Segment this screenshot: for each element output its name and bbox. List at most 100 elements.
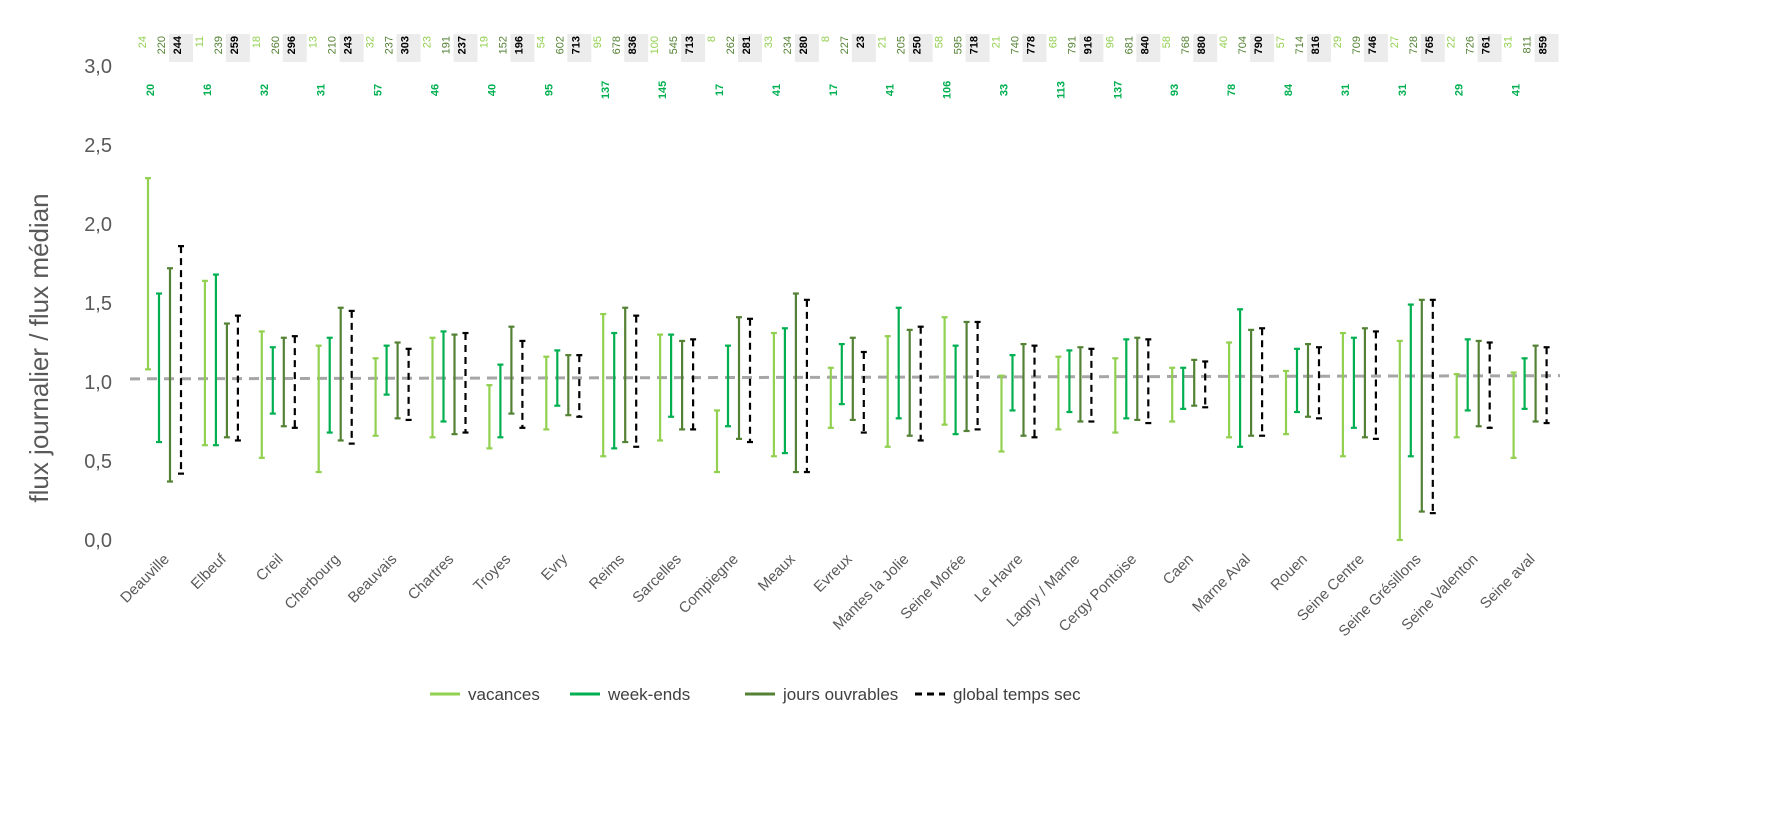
weekend-count-label: 145 <box>657 81 669 99</box>
weekend-count-label: 113 <box>1055 81 1067 99</box>
weekend-count-label: 32 <box>259 84 271 96</box>
count-label: 40 <box>1218 36 1230 48</box>
count-label: 8 <box>706 36 718 42</box>
count-box <box>1420 34 1445 62</box>
count-box <box>510 34 535 62</box>
y-tick-label: 1,0 <box>84 372 112 394</box>
count-label: 32 <box>365 36 377 48</box>
count-label: 237 <box>384 36 396 54</box>
weekend-count-label: 31 <box>1397 84 1409 96</box>
count-box <box>794 34 819 62</box>
count-box <box>851 34 876 62</box>
count-label: 191 <box>441 36 453 54</box>
count-label: 24 <box>137 36 149 48</box>
count-label: 713 <box>570 36 582 54</box>
error-bars <box>145 177 1550 542</box>
count-box <box>965 34 990 62</box>
count-label: 790 <box>1253 36 1265 54</box>
y-tick-label: 2,5 <box>84 135 112 157</box>
y-axis: 0,0 0,5 1,0 1,5 2,0 2,5 3,0 <box>84 56 112 552</box>
count-label: 816 <box>1310 36 1322 54</box>
weekend-count-label: 29 <box>1454 84 1466 96</box>
sample-count-labels: 24 220 244 20 11 239 259 16 18 260 296 32 13 210 243 31… <box>137 34 1559 99</box>
weekend-count-label: 93 <box>1169 84 1181 96</box>
weekend-count-label: 57 <box>373 84 385 96</box>
legend-label: jours ouvrables <box>782 685 898 704</box>
count-label: 811 <box>1522 36 1534 54</box>
count-label: 713 <box>684 36 696 54</box>
count-label: 96 <box>1104 36 1116 48</box>
count-box <box>1250 34 1275 62</box>
count-box <box>738 34 762 62</box>
count-label: 21 <box>877 36 889 48</box>
count-box <box>1363 34 1388 62</box>
weekend-count-label: 17 <box>828 84 840 96</box>
count-label: 22 <box>1446 36 1458 48</box>
count-label: 210 <box>327 36 339 54</box>
count-label: 303 <box>400 36 412 54</box>
x-tick-label: Meaux <box>755 550 799 594</box>
count-label: 11 <box>194 36 206 47</box>
count-label: 23 <box>422 36 434 48</box>
count-box <box>1307 34 1331 62</box>
count-box <box>1079 34 1104 62</box>
y-tick-label: 3,0 <box>84 56 112 78</box>
count-label: 840 <box>1139 36 1151 54</box>
count-box <box>624 34 649 62</box>
weekend-count-label: 41 <box>1511 84 1523 96</box>
weekend-count-label: 16 <box>202 84 214 96</box>
weekend-count-label: 137 <box>1112 81 1124 99</box>
count-box <box>1136 34 1161 62</box>
weekend-count-label: 84 <box>1283 83 1295 96</box>
x-tick-label: Creil <box>253 551 287 585</box>
weekend-count-label: 106 <box>942 81 954 99</box>
weekend-count-label: 33 <box>999 84 1011 96</box>
x-tick-label: Elbeuf <box>188 550 231 593</box>
count-label: 205 <box>896 36 908 54</box>
count-box <box>282 34 307 62</box>
y-tick-label: 0,0 <box>84 530 112 552</box>
count-label: 595 <box>953 36 965 54</box>
count-label: 58 <box>934 36 946 48</box>
count-label: 244 <box>172 35 184 54</box>
x-tick-label: Seine aval <box>1477 551 1539 613</box>
count-label: 714 <box>1294 36 1306 54</box>
count-label: 718 <box>969 36 981 54</box>
count-box <box>567 34 592 62</box>
count-label: 243 <box>343 36 355 54</box>
count-label: 152 <box>497 36 509 54</box>
median-reference-line <box>129 374 1561 381</box>
count-label: 859 <box>1538 36 1550 54</box>
count-label: 227 <box>839 36 851 54</box>
median-line <box>129 374 1561 381</box>
count-box <box>1022 34 1047 62</box>
count-box <box>339 34 364 62</box>
count-label: 916 <box>1082 36 1094 54</box>
count-label: 768 <box>1180 36 1192 54</box>
count-label: 220 <box>156 36 168 54</box>
count-label: 765 <box>1424 36 1436 54</box>
weekend-count-label: 31 <box>1340 84 1352 96</box>
x-tick-label: Troyes <box>470 551 514 595</box>
y-tick-label: 2,0 <box>84 214 112 236</box>
count-label: 259 <box>229 36 241 54</box>
count-label: 31 <box>1503 36 1515 48</box>
count-label: 709 <box>1351 36 1363 54</box>
x-tick-label: Reims <box>586 551 628 593</box>
count-label: 54 <box>535 36 547 48</box>
weekend-count-label: 41 <box>885 84 897 96</box>
legend-label: week-ends <box>607 685 690 704</box>
count-label: 728 <box>1408 36 1420 54</box>
count-label: 234 <box>782 36 794 54</box>
y-tick-label: 1,5 <box>84 293 112 315</box>
x-tick-label: Deauville <box>117 551 173 607</box>
count-label: 19 <box>478 36 490 48</box>
count-label: 740 <box>1010 36 1022 54</box>
count-label: 100 <box>649 36 661 54</box>
weekend-count-label: 41 <box>771 84 783 96</box>
x-tick-label: Sarcelles <box>629 551 685 607</box>
count-label: 746 <box>1367 36 1379 54</box>
count-label: 761 <box>1481 36 1493 54</box>
